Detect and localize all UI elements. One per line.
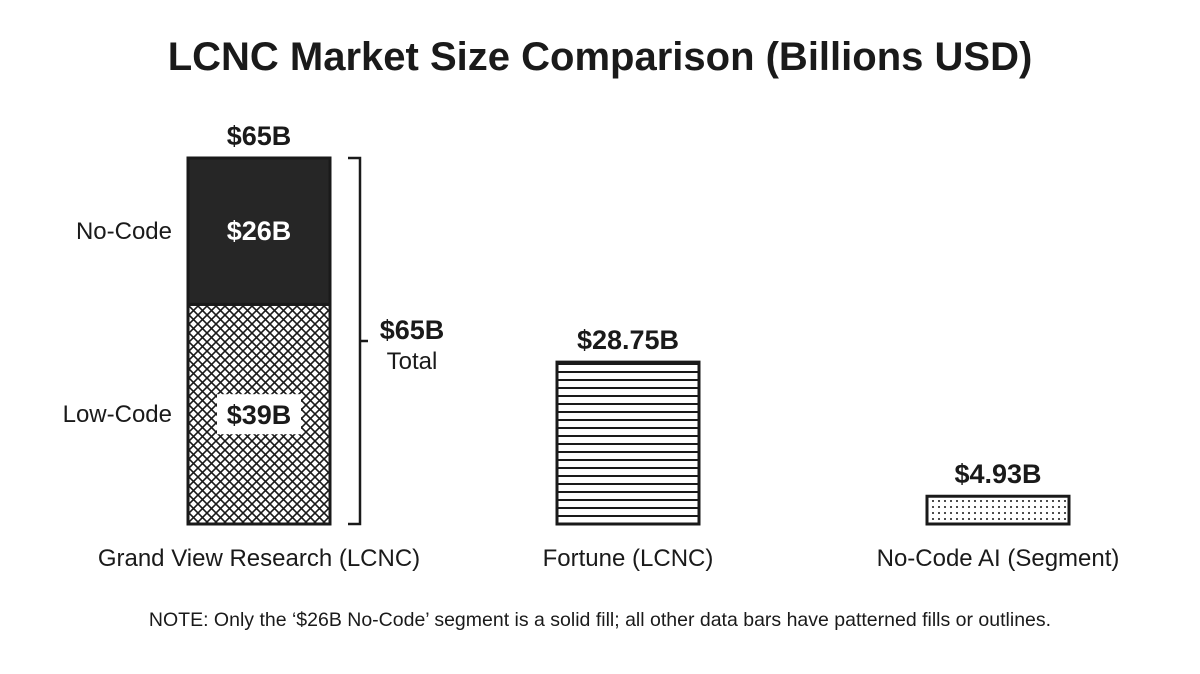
total-bracket [348,156,368,526]
chart-note: NOTE: Only the ‘$26B No-Code’ segment is… [149,609,1051,631]
bar-total-label-no-code-ai-segment: $4.93B [954,459,1041,489]
bar-total-label-grand-view-research-lcnc: $65B [227,121,292,151]
bracket-total-value: $65B [380,315,445,345]
category-label-fortune-lcnc: Fortune (LCNC) [543,545,714,572]
category-label-no-code-ai-segment: No-Code AI (Segment) [877,545,1120,572]
bar-segment-grand-view-research-lcnc-no-code [186,156,332,306]
segment-value-label-low-code: $39B [227,400,292,430]
segment-value-label-no-code: $26B [227,216,292,246]
bar-segment-no-code-ai-segment-total [925,494,1071,526]
bar-group-grand-view-research-lcnc: $39B Low-Code $26B No-Code $65B Grand View Re… [63,121,445,572]
segment-name-label-no-code: No-Code [76,218,172,245]
bars-layer: $39B Low-Code $26B No-Code $65B Grand View Re… [63,121,1120,572]
segment-label-background-low-code [217,394,301,435]
chart-title: LCNC Market Size Comparison (Billions US… [168,35,1033,79]
bar-segment-fortune-lcnc-total [555,360,701,526]
segment-name-label-low-code: Low-Code [63,401,172,428]
bracket-total-caption: Total [387,348,438,375]
category-label-grand-view-research-lcnc: Grand View Research (LCNC) [98,545,420,572]
bar-total-label-fortune-lcnc: $28.75B [577,325,679,355]
bar-group-no-code-ai-segment: $4.93B No-Code AI (Segment) [877,459,1120,572]
bar-group-fortune-lcnc: $28.75B Fortune (LCNC) [543,325,714,572]
